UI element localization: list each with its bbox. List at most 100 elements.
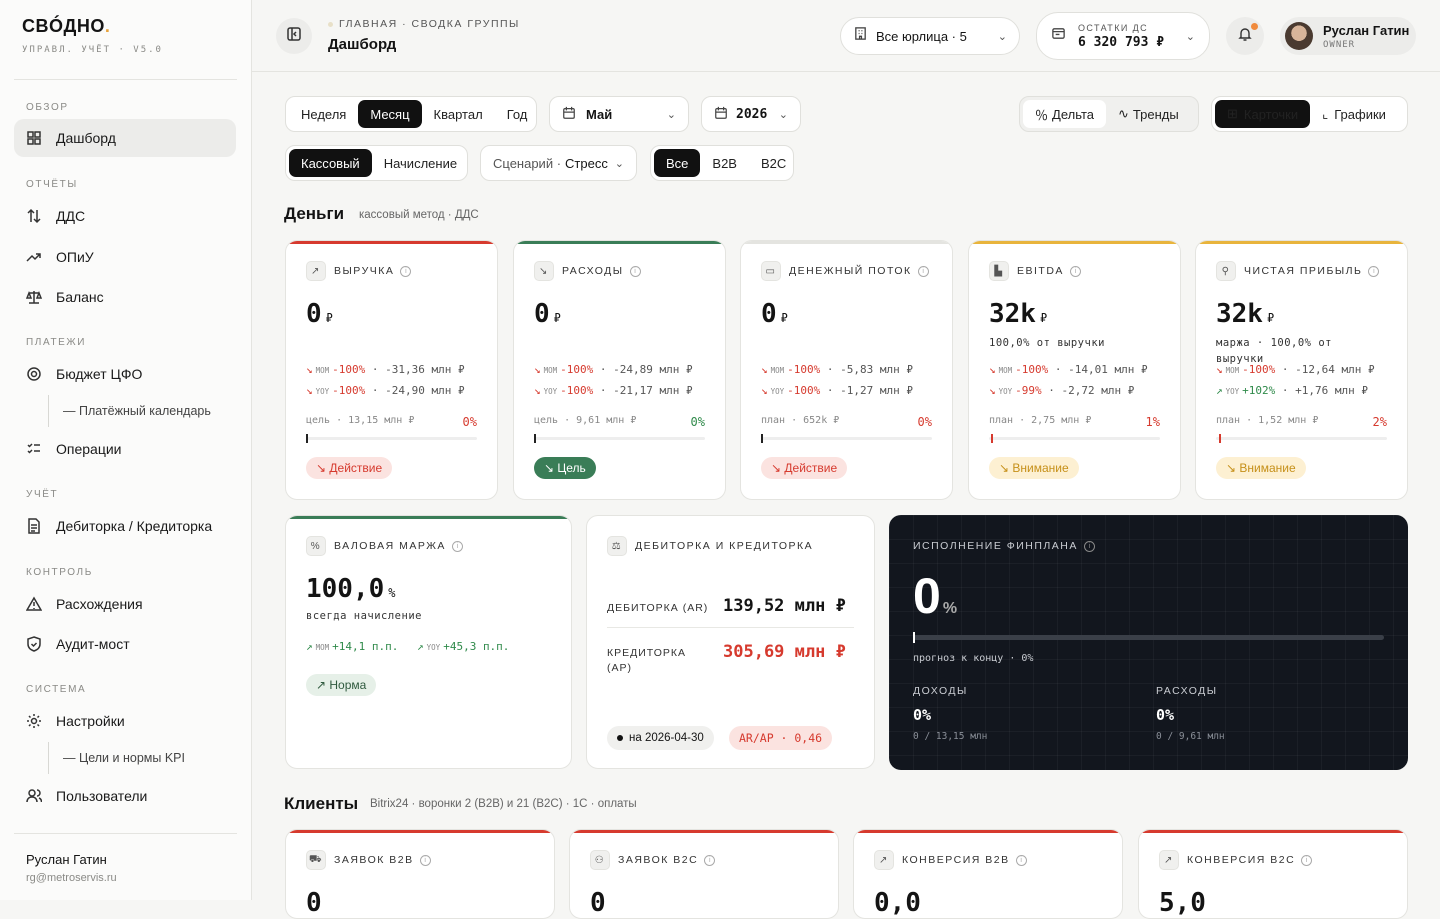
sidebar-item-discrepancies[interactable]: Расхождения [14, 585, 236, 623]
client-kpi-card[interactable]: ↗ КОНВЕРСИЯ B2B i 0,0 [853, 829, 1123, 919]
arrows-updown-icon [26, 208, 42, 224]
method-cash[interactable]: Кассовый [289, 149, 372, 177]
ap-label: КРЕДИТОРКА (AP) [607, 647, 687, 674]
sidebar-subitem-payment-calendar[interactable]: — Платёжный календарь [48, 395, 211, 427]
cash-balance-widget[interactable]: ОСТАТКИ ДС 6 320 793 ₽ ⌄ [1036, 12, 1210, 60]
finplan-card[interactable]: ИСПОЛНЕНИЕ ФИНПЛАНА i 0% прогноз к концу … [889, 515, 1408, 770]
scenario-value: Стресс [565, 155, 608, 171]
scales-icon: ⚖ [607, 536, 627, 556]
income-sub: 0 / 13,15 млн [913, 731, 988, 742]
calendar-icon [562, 106, 576, 123]
trend-up-icon: ↗ [1159, 850, 1179, 870]
month-select[interactable]: Май ⌄ [549, 96, 689, 132]
info-icon[interactable]: i [1069, 265, 1081, 277]
card-header: ↗ КОНВЕРСИЯ B2B i [874, 850, 1027, 870]
segment-all[interactable]: Все [654, 149, 701, 177]
card-value: 32k ₽ [1216, 299, 1275, 329]
card-value: 0 [306, 888, 322, 918]
brand[interactable]: СВÓДНО. УПРАВЛ. УЧЁТ · V5.0 [22, 16, 163, 55]
delta-mom: ↘ MOM -100% · -31,36 млн ₽ [306, 363, 465, 376]
sidebar-item-label: ДДС [56, 208, 86, 224]
card-header: ⚲ ЧИСТАЯ ПРИБЫЛЬ i [1216, 261, 1380, 281]
status-badge: ↘ Внимание [989, 457, 1079, 479]
sidebar-item-audit[interactable]: Аудит-мост [14, 625, 236, 663]
trend-up-icon: ↗ [306, 261, 326, 281]
client-kpi-card[interactable]: ⚇ ЗАЯВОК B2C i 0 [569, 829, 839, 919]
sidebar-item-opiu[interactable]: ОПиУ [14, 238, 236, 276]
info-icon[interactable]: i [1015, 854, 1027, 866]
sidebar-item-users[interactable]: Пользователи [14, 777, 236, 815]
segment-switch: Все B2B B2C [650, 145, 794, 181]
cart-icon: ⛟ [306, 850, 326, 870]
period-month[interactable]: Месяц [358, 100, 422, 128]
info-icon[interactable]: i [704, 854, 716, 866]
notifications-button[interactable] [1226, 17, 1264, 55]
period-year[interactable]: Год [506, 106, 528, 122]
card-accent [969, 241, 1180, 244]
cashflow-icon: ▭ [761, 261, 781, 281]
scales-icon [26, 289, 42, 305]
year-value: 2026 [736, 106, 768, 122]
mode-delta[interactable]: ％ Дельта [1023, 100, 1106, 128]
info-icon[interactable]: i [1083, 540, 1095, 552]
client-kpi-card[interactable]: ⛟ ЗАЯВОК B2B i 0 [285, 829, 555, 919]
delta-mom: ↘ MOM -100% · -12,64 млн ₽ [1216, 363, 1375, 376]
card-header: ⛟ ЗАЯВОК B2B i [306, 850, 431, 870]
status-badge: ↗ Норма [306, 674, 377, 696]
page-title: Дашборд [328, 36, 397, 53]
card-accent [286, 516, 571, 519]
sidebar-user[interactable]: Руслан Гатин rg@metroservis.ru [26, 852, 117, 884]
kpi-card[interactable]: ▙ EBITDA i 32k ₽ 100,0% от выручки ↘ MOM -100% ·… [968, 240, 1181, 500]
breadcrumb: ГЛАВНАЯ · СВОДКА ГРУППЫ [328, 18, 520, 30]
card-header: ↗ КОНВЕРСИЯ B2C i [1159, 850, 1313, 870]
target-icon [26, 366, 42, 382]
sidebar-toggle-icon [286, 26, 302, 47]
sidebar-item-budget[interactable]: Бюджет ЦФО [14, 355, 236, 393]
sidebar-item-operations[interactable]: Операции [14, 430, 236, 468]
mode-trends[interactable]: ∿ Тренды [1106, 100, 1191, 128]
period-week[interactable]: Неделя [301, 106, 347, 122]
delta-mom: ↘ MOM -100% · -24,89 млн ₽ [534, 363, 693, 376]
ar-ap-card[interactable]: ⚖ ДЕБИТОРКА И КРЕДИТОРКА ДЕБИТОРКА (AR) 1… [586, 515, 875, 769]
info-icon[interactable]: i [400, 265, 412, 277]
sidebar-item-balance[interactable]: Баланс [14, 278, 236, 316]
method-accrual[interactable]: Начисление [383, 155, 458, 171]
period-quarter[interactable]: Квартал [433, 106, 483, 122]
ratio-badge: AR/AP · 0,46 [729, 726, 833, 750]
gross-margin-card[interactable]: % ВАЛОВАЯ МАРЖА i 100,0% всегда начисление… [285, 515, 572, 769]
entity-select[interactable]: Все юрлица · 5 ⌄ [840, 17, 1020, 55]
chevron-down-icon: ⌄ [778, 108, 788, 121]
grid-icon [26, 130, 42, 146]
card-header: ▙ EBITDA i [989, 261, 1081, 281]
info-icon[interactable]: i [1368, 265, 1380, 277]
user-name: Руслан Гатин [26, 852, 107, 867]
view-cards[interactable]: ⊞ Карточки [1215, 100, 1311, 128]
brand-subtitle: УПРАВЛ. УЧЁТ · V5.0 [22, 45, 163, 55]
segment-b2b[interactable]: B2B [712, 155, 737, 171]
client-kpi-card[interactable]: ↗ КОНВЕРСИЯ B2C i 5,0 [1138, 829, 1408, 919]
kpi-card[interactable]: ▭ ДЕНЕЖНЫЙ ПОТОК i 0 ₽ ↘ MOM -100% · -5,83 млн … [740, 240, 953, 500]
info-icon[interactable]: i [629, 265, 641, 277]
scenario-select[interactable]: Сценарий · Стресс ⌄ [480, 145, 637, 181]
sidebar-item-receivables[interactable]: Дебиторка / Кредиторка [14, 507, 236, 545]
info-icon[interactable]: i [451, 540, 463, 552]
sidebar-item-settings[interactable]: Настройки [14, 702, 236, 740]
kpi-card[interactable]: ↗ ВЫРУЧКА i 0 ₽ ↘ MOM -100% · -31,36 млн ₽ ↘ YOY -… [285, 240, 498, 500]
info-icon[interactable]: i [419, 854, 431, 866]
collapse-sidebar-button[interactable] [276, 18, 312, 54]
sidebar-item-dashboard[interactable]: Дашборд [14, 119, 236, 157]
gear-icon [26, 713, 42, 729]
kpi-card[interactable]: ↘ РАСХОДЫ i 0 ₽ ↘ MOM -100% · -24,89 млн ₽ ↘ YOY -… [513, 240, 726, 500]
sidebar-item-dds[interactable]: ДДС [14, 197, 236, 235]
sidebar-subitem-kpi[interactable]: — Цели и нормы KPI [48, 742, 185, 774]
view-charts[interactable]: ⌞ Графики [1310, 100, 1398, 128]
info-icon[interactable]: i [917, 265, 929, 277]
info-icon[interactable]: i [1301, 854, 1313, 866]
segment-b2c[interactable]: B2C [760, 155, 787, 171]
section-overview: ОБЗОР [26, 102, 69, 113]
kpi-card[interactable]: ⚲ ЧИСТАЯ ПРИБЫЛЬ i 32k ₽ маржа · 100,0% от вы… [1195, 240, 1408, 500]
year-select[interactable]: 2026 ⌄ [701, 96, 801, 132]
percent-icon: ％ [1035, 107, 1049, 123]
user-menu[interactable]: Руслан Гатин OWNER [1280, 17, 1416, 55]
goal-row: цель · 13,15 млн ₽0% [306, 415, 477, 429]
